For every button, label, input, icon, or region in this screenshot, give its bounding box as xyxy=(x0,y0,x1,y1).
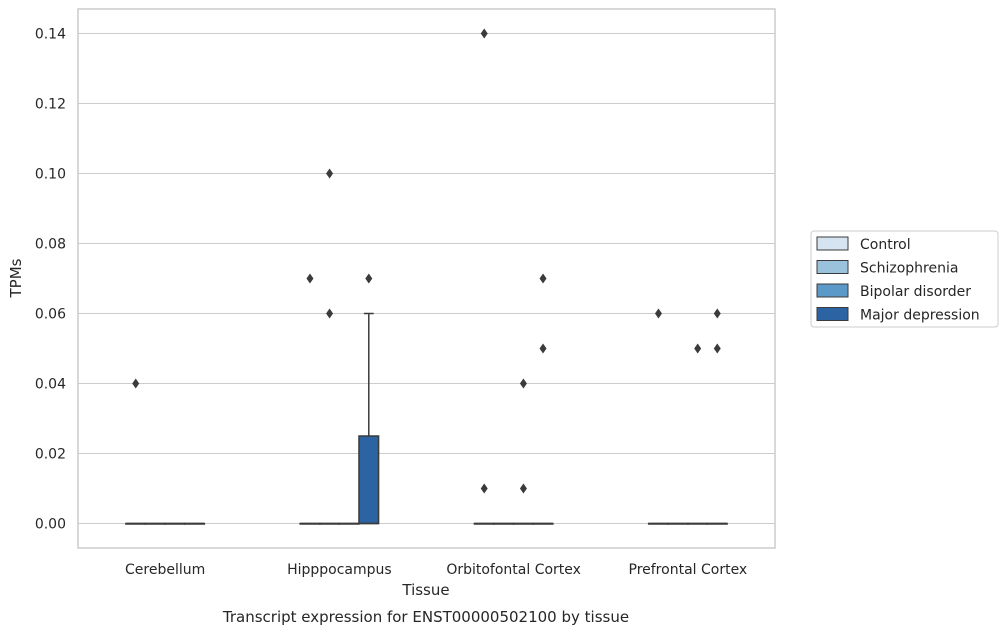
box-group xyxy=(647,308,670,525)
legend-entry: Control xyxy=(860,237,911,253)
y-tick-label: 0.10 xyxy=(35,167,66,183)
y-tick-label: 0.00 xyxy=(35,517,66,533)
box-group xyxy=(164,522,186,525)
chart-caption: Transcript expression for ENST0000050210… xyxy=(222,608,629,626)
legend-frame xyxy=(810,230,999,328)
x-tick-label: Cerebellum xyxy=(125,562,205,578)
box-group xyxy=(706,308,728,525)
outlier-point xyxy=(713,343,721,354)
outlier-point xyxy=(365,273,373,284)
outlier-point xyxy=(480,28,488,39)
legend-swatch xyxy=(816,307,849,321)
box-group xyxy=(532,273,554,525)
outlier-point xyxy=(306,273,314,284)
y-tick-label: 0.12 xyxy=(35,97,66,113)
box-group xyxy=(512,378,534,525)
plot-frame xyxy=(77,8,776,549)
y-tick-label: 0.14 xyxy=(35,27,66,43)
box-group xyxy=(125,378,147,525)
y-tick-label: 0.06 xyxy=(35,307,66,323)
legend: Control Schizophrenia Bipolar disorder Majo… xyxy=(810,230,999,328)
legend-entry: Major depression xyxy=(860,308,980,324)
outlier-point xyxy=(694,343,702,354)
outlier-point xyxy=(539,343,547,354)
x-tick-label: Prefrontal Cortex xyxy=(629,562,748,578)
box-group xyxy=(667,522,689,525)
box xyxy=(358,435,380,525)
outlier-point xyxy=(519,378,527,389)
gridlines xyxy=(78,33,775,524)
box-group xyxy=(319,168,341,525)
box-group xyxy=(687,343,709,525)
outlier-point xyxy=(654,308,662,319)
x-tick-label: Orbitofontal Cortex xyxy=(446,562,581,578)
box-group xyxy=(144,522,166,525)
box-group xyxy=(338,522,360,525)
box-group xyxy=(299,273,321,525)
legend-entry: Schizophrenia xyxy=(860,261,958,277)
y-axis-label: TPMs xyxy=(7,258,25,298)
legend-swatch xyxy=(816,283,849,298)
y-tick-label: 0.08 xyxy=(35,237,66,253)
y-tick-labels: 0.00 0.02 0.04 0.06 0.08 0.10 0.12 0.14 xyxy=(35,27,66,533)
outlier-point xyxy=(480,483,488,494)
outlier-point xyxy=(713,308,721,319)
legend-entry: Bipolar disorder xyxy=(860,284,971,300)
box-group xyxy=(473,28,495,525)
x-axis-label: Tissue xyxy=(401,581,449,599)
x-tick-labels: Cerebellum Hipppocampus Orbitofontal Corte… xyxy=(125,562,747,578)
boxes-layer xyxy=(125,28,728,525)
outlier-point xyxy=(539,273,547,284)
outlier-point xyxy=(326,308,334,319)
legend-swatch xyxy=(816,260,849,274)
legend-swatch xyxy=(816,236,849,251)
outlier-point xyxy=(519,483,527,494)
outlier-point xyxy=(326,168,334,179)
box-group xyxy=(358,273,380,525)
y-tick-label: 0.04 xyxy=(35,377,66,393)
box-group xyxy=(183,522,206,525)
outlier-point xyxy=(132,378,140,389)
y-tick-label: 0.02 xyxy=(35,447,66,463)
box-group xyxy=(493,522,515,525)
x-tick-label: Hipppocampus xyxy=(287,562,392,578)
